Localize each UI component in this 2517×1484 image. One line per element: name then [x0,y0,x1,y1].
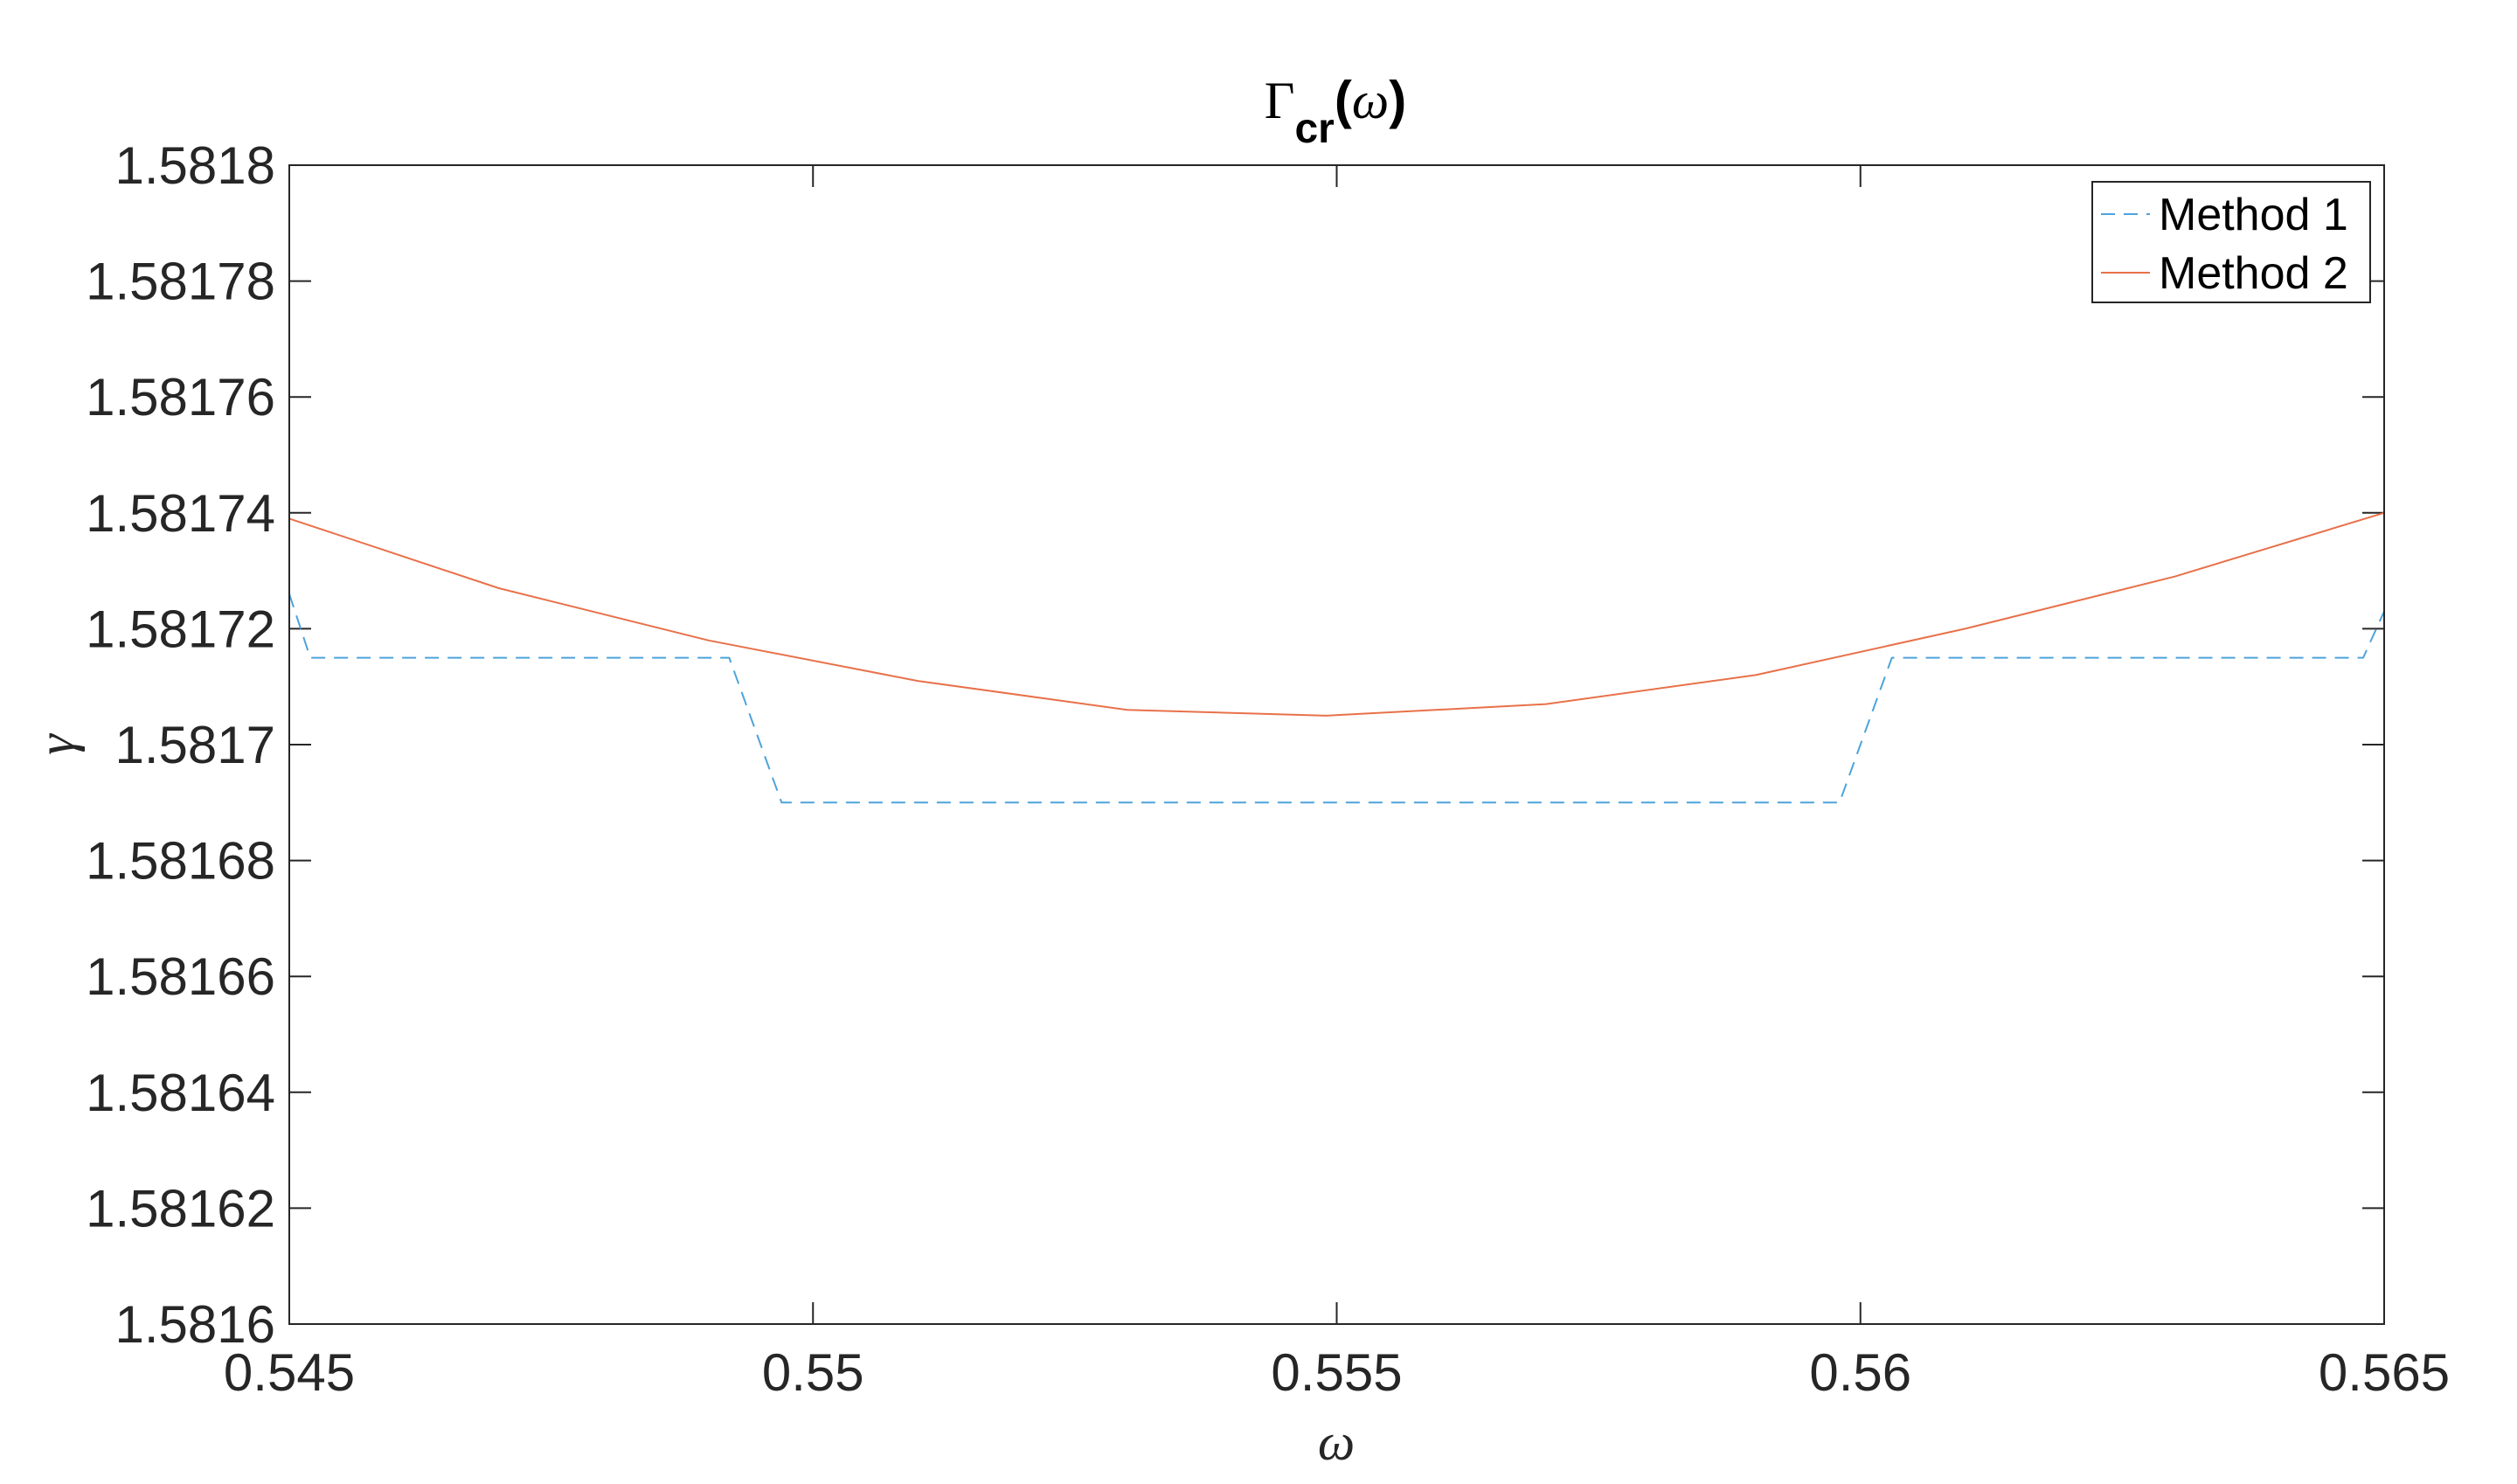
x-tick-label: 0.55 [762,1343,864,1402]
title-open-paren: ( [1335,71,1352,129]
title-close-paren: ) [1389,71,1406,129]
x-tick-label: 0.545 [224,1343,355,1402]
tick-labels: 0.545 0.55 0.555 0.56 0.565 1.5816 1.58162 1.58… [86,136,2450,1402]
y-tick-label: 1.58176 [86,368,275,426]
plot-area-border [288,164,2385,1325]
chart-title: Γcr(ω) [1265,71,1406,152]
legend-label-method-2: Method 2 [2159,248,2348,299]
title-variable: ω [1352,72,1389,129]
title-subscript: cr [1294,106,1334,152]
y-tick-label: 1.58162 [86,1179,275,1238]
x-tick-label: 0.555 [1271,1343,1402,1402]
series-line-method-1 [288,593,2385,804]
y-tick-label: 1.58166 [86,947,275,1006]
legend-label-method-1: Method 1 [2159,190,2348,240]
x-tick-label: 0.56 [1809,1343,1911,1402]
x-tick-label: 0.565 [2319,1343,2450,1402]
title-main: Γ [1265,72,1295,129]
x-axis-label: ω [1318,1413,1355,1471]
y-tick-label: 1.58174 [86,484,275,543]
legend-box [2091,181,2371,303]
y-tick-label: 1.58168 [86,832,275,891]
y-tick-label: 1.58164 [86,1064,275,1122]
y-tick-label: 1.5817 [114,716,275,774]
y-tick-label: 1.58172 [86,600,275,658]
y-tick-label: 1.58178 [86,253,275,311]
series-line-method-2 [288,511,2385,717]
y-tick-label: 1.5816 [114,1295,275,1354]
series-lines [288,511,2385,804]
legend: Method 1 Method 2 [2091,181,2371,303]
y-tick-label: 1.5818 [114,136,275,195]
y-axis-label: γ [27,733,85,755]
